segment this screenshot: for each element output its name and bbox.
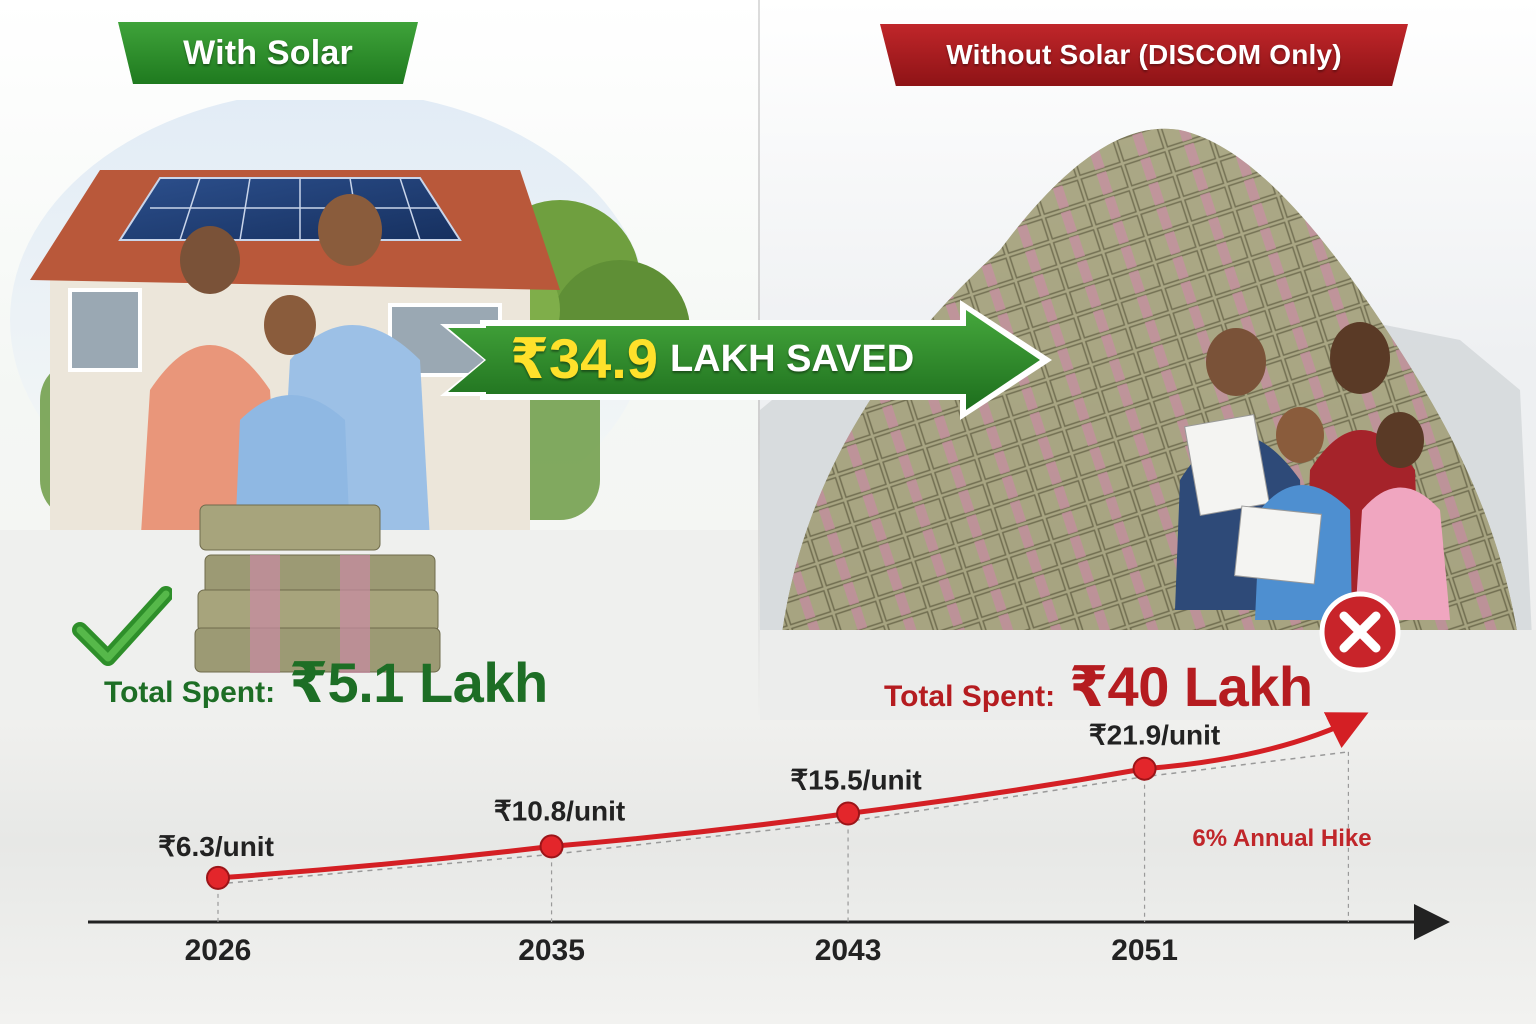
left-total-label: Total Spent: xyxy=(104,676,276,709)
savings-text: ₹34.9 LAKH SAVED xyxy=(510,324,960,394)
right-total-label: Total Spent: xyxy=(884,680,1056,713)
with-solar-panel: Total Spent: ₹5.1 Lakh xyxy=(0,0,760,720)
savings-amount: ₹34.9 xyxy=(510,327,658,390)
point-label-2043: ₹15.5/unit xyxy=(790,765,921,796)
checkmark-icon xyxy=(72,586,172,666)
left-total-value: ₹5.1 Lakh xyxy=(289,651,548,714)
data-point-2035 xyxy=(539,834,564,859)
with-solar-banner: With Solar xyxy=(118,22,418,84)
point-label-2035: ₹10.8/unit xyxy=(494,795,625,826)
x-tick-2043: 2043 xyxy=(815,934,882,967)
data-point-2043 xyxy=(836,801,861,826)
data-point-2026 xyxy=(206,865,230,890)
right-total-value: ₹40 Lakh xyxy=(1069,655,1313,718)
chart-background xyxy=(0,720,1536,1024)
right-total-spent: Total Spent: ₹40 Lakh xyxy=(884,654,1313,720)
x-tick-2026: 2026 xyxy=(185,934,252,967)
solar-house-illustration xyxy=(0,100,760,720)
point-label-2026: ₹6.3/unit xyxy=(158,831,274,862)
savings-label: LAKH SAVED xyxy=(669,337,915,380)
tariff-series-line xyxy=(215,712,1369,881)
point-label-2051: ₹21.9/unit xyxy=(1089,720,1220,751)
cross-icon xyxy=(1319,591,1401,673)
x-tick-2051: 2051 xyxy=(1111,934,1178,967)
x-tick-2035: 2035 xyxy=(518,934,585,967)
data-point-2051 xyxy=(1132,756,1157,781)
savings-banner: ₹34.9 LAKH SAVED xyxy=(440,294,1070,426)
savings-arrow-icon xyxy=(440,300,1052,420)
annual-hike-annotation: 6% Annual Hike xyxy=(1192,825,1371,852)
left-total-spent: Total Spent: ₹5.1 Lakh xyxy=(104,650,548,716)
without-solar-banner: Without Solar (DISCOM Only) xyxy=(880,24,1408,86)
